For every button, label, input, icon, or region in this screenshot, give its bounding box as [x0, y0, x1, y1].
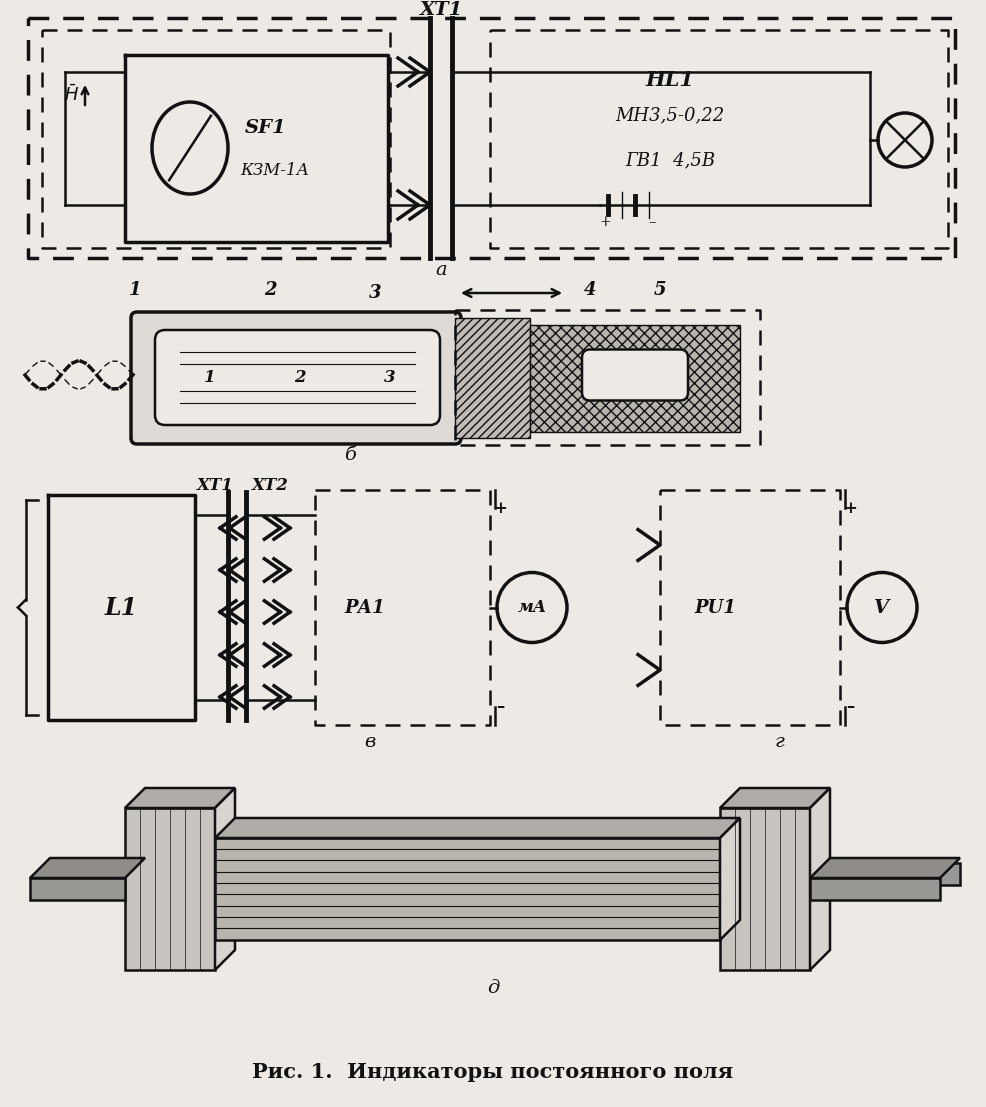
Polygon shape: [125, 808, 215, 970]
FancyBboxPatch shape: [582, 350, 687, 401]
Text: РА1: РА1: [344, 599, 385, 617]
Text: XT2: XT2: [251, 476, 288, 494]
Polygon shape: [529, 325, 740, 432]
Polygon shape: [719, 808, 810, 970]
Text: –: –: [648, 215, 655, 229]
Text: HL1: HL1: [645, 70, 694, 90]
Polygon shape: [215, 818, 740, 838]
Text: 3: 3: [369, 284, 381, 302]
Text: –: –: [845, 699, 853, 715]
Circle shape: [846, 572, 916, 642]
Text: 5: 5: [653, 281, 666, 299]
Text: 2: 2: [294, 369, 306, 386]
Text: МН3,5-0,22: МН3,5-0,22: [614, 106, 724, 124]
FancyBboxPatch shape: [131, 312, 460, 444]
Text: 2: 2: [263, 281, 276, 299]
Text: 4: 4: [583, 281, 596, 299]
Polygon shape: [215, 838, 719, 940]
Polygon shape: [30, 858, 145, 878]
Text: XT1: XT1: [419, 1, 462, 19]
Text: 1: 1: [204, 369, 216, 386]
Text: РU1: РU1: [693, 599, 736, 617]
Text: в: в: [364, 733, 376, 751]
Polygon shape: [810, 858, 959, 878]
Text: SF1: SF1: [245, 118, 286, 137]
Text: –: –: [495, 699, 504, 715]
Text: $\bar{H}$: $\bar{H}$: [64, 85, 80, 105]
Polygon shape: [455, 318, 529, 438]
Polygon shape: [810, 878, 939, 900]
Text: б: б: [344, 446, 356, 464]
Text: ГВ1  4,5В: ГВ1 4,5В: [624, 151, 714, 169]
Text: L1: L1: [105, 596, 138, 620]
Text: +: +: [842, 499, 856, 517]
Polygon shape: [719, 818, 740, 940]
Circle shape: [497, 572, 566, 642]
Text: а: а: [435, 261, 447, 279]
Text: мА: мА: [517, 599, 546, 615]
Polygon shape: [125, 788, 235, 808]
Text: д: д: [486, 979, 499, 997]
Polygon shape: [30, 878, 125, 900]
Polygon shape: [215, 788, 235, 970]
Text: КЗМ-1А: КЗМ-1А: [240, 162, 309, 178]
Polygon shape: [829, 863, 959, 884]
Polygon shape: [719, 788, 829, 808]
Text: XT1: XT1: [196, 476, 234, 494]
Text: +: +: [493, 499, 507, 517]
Text: 1: 1: [128, 281, 141, 299]
Text: г: г: [774, 733, 784, 751]
Text: V: V: [874, 599, 888, 617]
Text: 3: 3: [384, 369, 395, 386]
Text: +: +: [599, 215, 610, 229]
FancyBboxPatch shape: [155, 330, 440, 425]
Text: Рис. 1.  Индикаторы постоянного поля: Рис. 1. Индикаторы постоянного поля: [252, 1062, 733, 1082]
Polygon shape: [810, 788, 829, 970]
